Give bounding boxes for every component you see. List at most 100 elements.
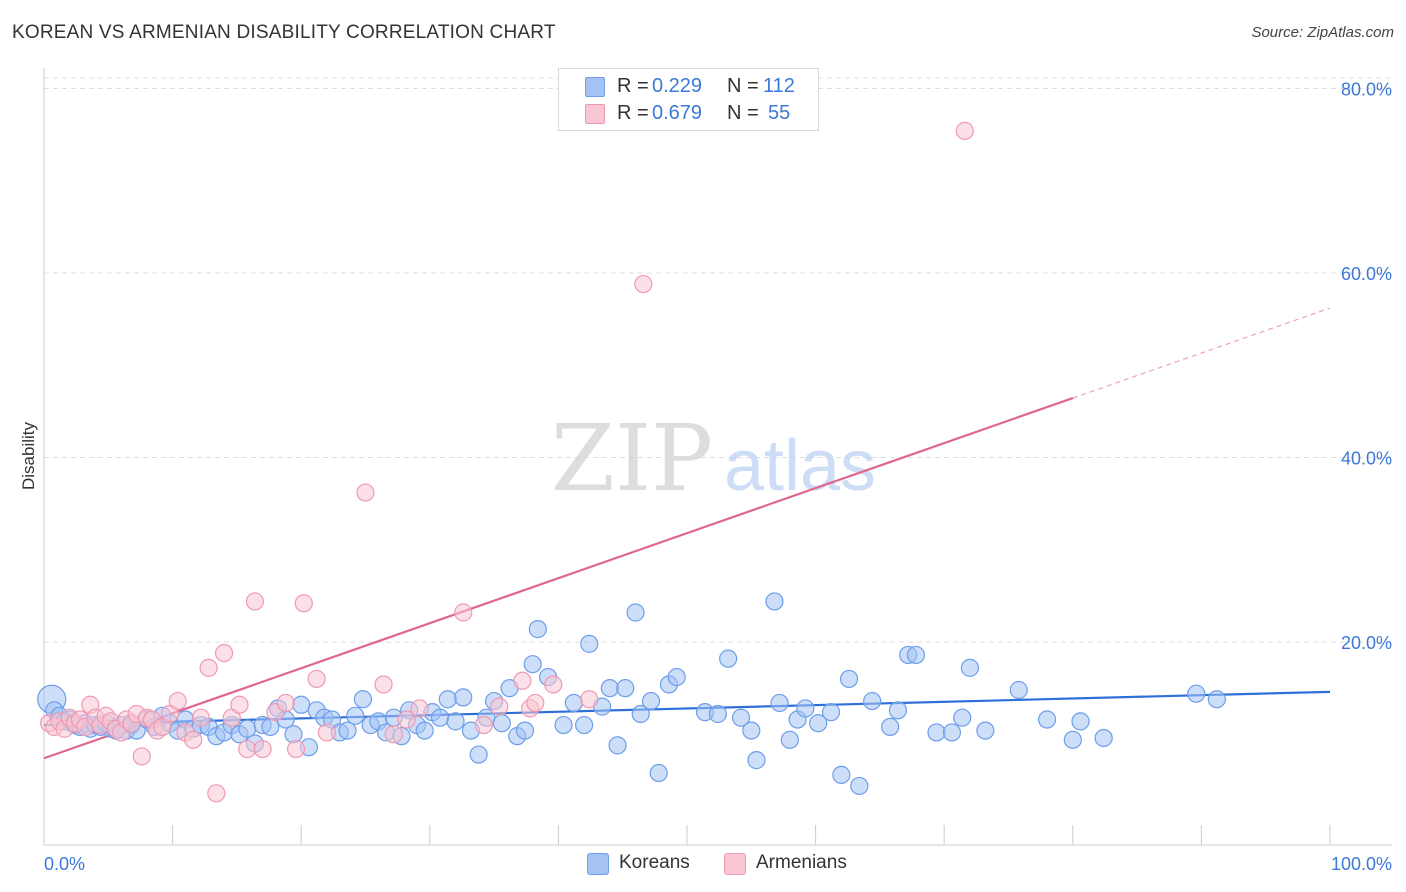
armenian-swatch	[585, 104, 605, 124]
korean-point	[1063, 730, 1082, 749]
korean-points	[37, 592, 1226, 796]
korean-point	[770, 693, 789, 713]
armenian-point	[307, 669, 326, 689]
korean-point	[554, 715, 573, 735]
armenian-trend-extension	[1072, 307, 1331, 399]
korean-point	[626, 603, 645, 622]
korean-point	[438, 690, 457, 709]
korean-point	[454, 688, 473, 707]
armenian-point	[955, 121, 974, 140]
korean-point	[600, 679, 619, 698]
stats-legend: R = 0.229 N = 112 R = 0.679 N = 55	[558, 68, 819, 131]
armenian-point	[207, 784, 226, 803]
korean-point	[415, 721, 434, 740]
korean-point	[580, 634, 599, 653]
r-label: R =	[617, 75, 649, 97]
armenian-point	[199, 658, 218, 677]
r-label: R =	[617, 102, 649, 124]
korean-point	[523, 655, 542, 674]
armenian-point	[184, 730, 203, 749]
korean-point	[292, 695, 311, 714]
korean-point	[1071, 712, 1090, 731]
y-axis-label: Disability	[19, 421, 38, 490]
armenian-point	[384, 725, 403, 744]
armenian-point	[191, 708, 210, 727]
korean-point	[731, 708, 751, 727]
korean-point	[976, 721, 995, 740]
korean-swatch	[587, 853, 609, 875]
koreans-label: Koreans	[619, 852, 690, 873]
armenian-point	[410, 699, 429, 718]
korean-point	[608, 736, 627, 755]
armenian-point	[286, 739, 306, 759]
korean-point	[631, 704, 650, 724]
korean-point	[616, 679, 635, 698]
armenian-point	[317, 723, 337, 742]
korean-point	[742, 721, 761, 740]
korean-point	[719, 649, 738, 668]
armenian-point	[168, 691, 187, 711]
korean-point	[708, 704, 727, 724]
korean-point	[667, 667, 686, 687]
n-value: 112	[763, 75, 795, 97]
n-label: N =	[727, 75, 759, 97]
x-tick-label-max: 100.0%	[1331, 854, 1392, 874]
korean-point	[446, 712, 465, 731]
korean-point	[649, 763, 668, 783]
korean-point	[1009, 680, 1028, 700]
armenian-point	[294, 594, 313, 613]
y-tick-label: 20.0%	[1341, 633, 1392, 653]
gridlines	[44, 77, 1392, 643]
r-value: 0.229	[652, 75, 703, 97]
korean-point	[564, 693, 583, 713]
y-tick-label: 80.0%	[1341, 79, 1392, 99]
armenians-label: Armenians	[756, 852, 847, 873]
korean-point	[881, 717, 900, 737]
korean-point	[528, 620, 547, 639]
armenian-point	[132, 747, 151, 766]
korean-point	[1094, 728, 1113, 748]
korean-point	[469, 745, 488, 764]
korean-point	[888, 701, 908, 720]
korean-point	[863, 691, 882, 711]
armenian-point	[580, 690, 599, 709]
korean-point	[906, 645, 926, 665]
armenian-point	[513, 671, 532, 690]
watermark-zip: ZIP	[551, 405, 713, 512]
watermark: ZIP atlas	[551, 405, 876, 512]
armenian-point	[474, 715, 493, 735]
korean-point	[430, 708, 450, 727]
armenian-point	[253, 739, 272, 759]
korean-point	[338, 721, 357, 740]
armenian-point	[245, 592, 265, 611]
armenian-point	[214, 643, 234, 663]
source-credit: Source: ZipAtlas.com	[1251, 24, 1394, 41]
armenian-point	[238, 739, 257, 759]
armenian-point	[544, 675, 563, 694]
korean-point	[780, 730, 799, 749]
korean-point	[641, 691, 661, 711]
korean-point	[850, 776, 869, 796]
korean-point	[575, 715, 594, 735]
armenian-point	[526, 693, 545, 713]
korean-point	[284, 725, 303, 744]
armenian-points	[40, 121, 974, 803]
korean-point	[960, 658, 980, 677]
korean-point	[821, 703, 841, 722]
korean-point	[492, 714, 511, 733]
korean-point	[927, 723, 946, 742]
n-label: N =	[727, 102, 759, 124]
korean-point	[1207, 690, 1226, 709]
armenian-point	[230, 695, 249, 714]
korean-point	[765, 592, 784, 611]
x-tick-label-min: 0.0%	[44, 854, 85, 874]
korean-point	[796, 699, 815, 718]
armenian-point	[490, 697, 509, 716]
korean-point	[1037, 710, 1057, 729]
korean-point	[839, 669, 859, 689]
armenian-point	[276, 693, 295, 713]
n-value: 55	[768, 102, 791, 124]
korean-point	[942, 723, 962, 742]
trend-lines	[43, 307, 1331, 760]
korean-point	[953, 708, 972, 727]
